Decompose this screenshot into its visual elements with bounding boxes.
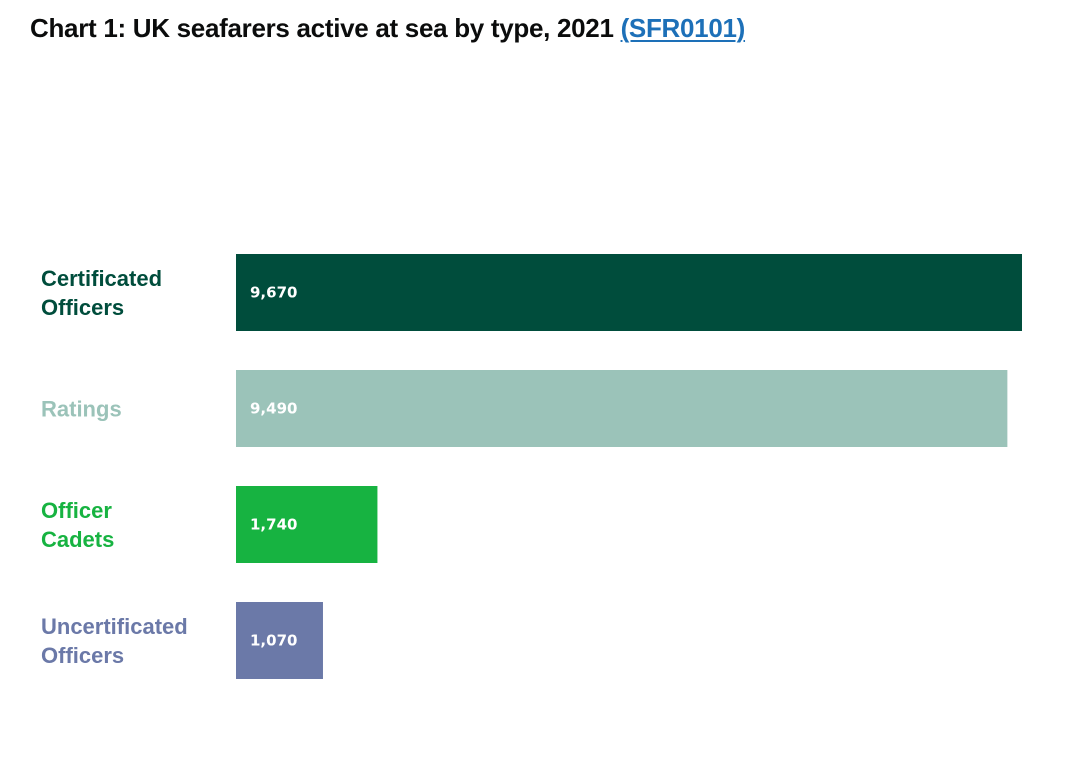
category-label-officer-cadets: Officer Cadets — [41, 498, 114, 552]
category-label-line: Cadets — [41, 527, 114, 552]
category-label-line: Officers — [41, 643, 124, 668]
bar-officer-cadets — [236, 486, 378, 563]
value-label-certificated-officers: 9,670 — [250, 284, 297, 302]
category-label-line: Ratings — [41, 397, 122, 422]
chart-title-text: Chart 1: UK seafarers active at sea by t… — [30, 13, 614, 43]
category-label-line: Officer — [41, 498, 112, 523]
category-label-line: Uncertificated — [41, 614, 188, 639]
value-label-uncertificated-officers: 1,070 — [250, 632, 297, 650]
bar-certificated-officers — [236, 254, 1022, 331]
bar-uncertificated-officers — [236, 602, 323, 679]
bar-ratings — [236, 370, 1008, 447]
category-label-ratings: Ratings — [41, 397, 122, 422]
value-label-officer-cadets: 1,740 — [250, 516, 297, 534]
category-label-certificated-officers: Certificated Officers — [41, 266, 162, 320]
sfr0101-link[interactable]: (SFR0101) — [620, 13, 746, 43]
chart-title: Chart 1: UK seafarers active at sea by t… — [30, 10, 745, 46]
category-label-line: Officers — [41, 295, 124, 320]
category-label-uncertificated-officers: Uncertificated Officers — [41, 614, 188, 668]
category-label-line: Certificated — [41, 266, 162, 291]
value-label-ratings: 9,490 — [250, 400, 297, 418]
